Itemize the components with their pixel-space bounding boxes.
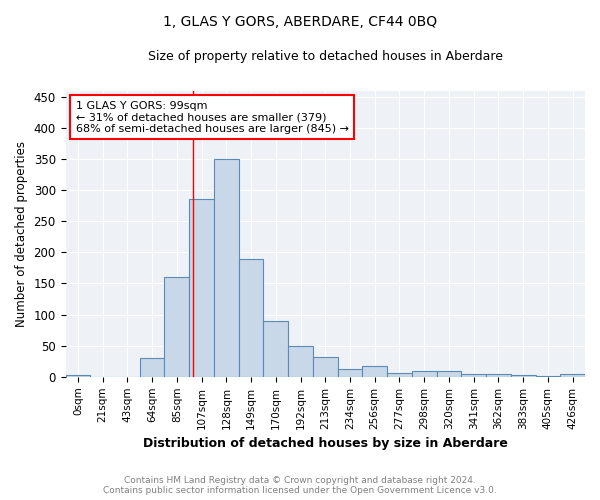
Bar <box>437 370 461 377</box>
Bar <box>536 376 560 377</box>
Title: Size of property relative to detached houses in Aberdare: Size of property relative to detached ho… <box>148 50 503 63</box>
Bar <box>338 368 362 377</box>
Bar <box>214 159 239 377</box>
Bar <box>313 357 338 377</box>
Bar <box>164 277 189 377</box>
Bar <box>239 258 263 377</box>
Bar <box>461 374 486 377</box>
Bar <box>387 373 412 377</box>
Y-axis label: Number of detached properties: Number of detached properties <box>15 140 28 326</box>
Bar <box>263 321 288 377</box>
Bar <box>486 374 511 377</box>
Bar <box>412 370 437 377</box>
X-axis label: Distribution of detached houses by size in Aberdare: Distribution of detached houses by size … <box>143 437 508 450</box>
Bar <box>65 375 90 377</box>
Bar <box>511 375 536 377</box>
Bar <box>362 366 387 377</box>
Text: Contains HM Land Registry data © Crown copyright and database right 2024.
Contai: Contains HM Land Registry data © Crown c… <box>103 476 497 495</box>
Bar <box>140 358 164 377</box>
Text: 1, GLAS Y GORS, ABERDARE, CF44 0BQ: 1, GLAS Y GORS, ABERDARE, CF44 0BQ <box>163 15 437 29</box>
Bar <box>560 374 585 377</box>
Bar <box>288 346 313 377</box>
Text: 1 GLAS Y GORS: 99sqm
← 31% of detached houses are smaller (379)
68% of semi-deta: 1 GLAS Y GORS: 99sqm ← 31% of detached h… <box>76 100 349 134</box>
Bar <box>189 200 214 377</box>
